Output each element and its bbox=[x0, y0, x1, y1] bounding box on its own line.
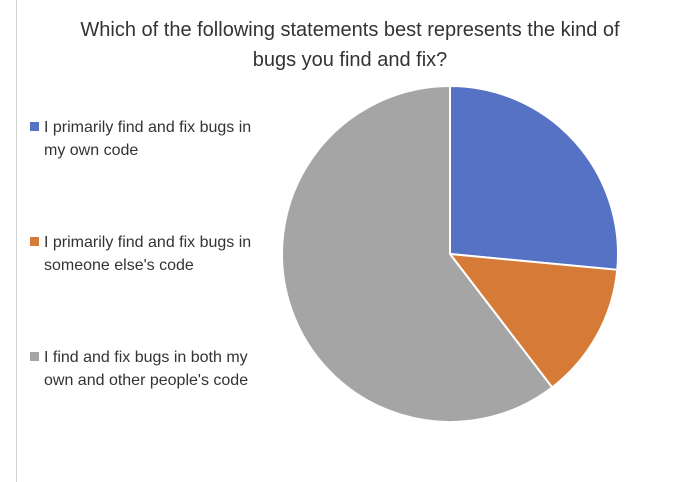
legend-swatch bbox=[30, 237, 39, 246]
pie-slice bbox=[281, 84, 554, 423]
frame-border bbox=[16, 0, 17, 482]
legend-label: I find and fix bugs in both my own and o… bbox=[44, 349, 249, 389]
legend-label: I primarily find and fix bugs in someone… bbox=[44, 234, 252, 274]
pie-slice bbox=[447, 252, 619, 389]
pie-slice bbox=[449, 84, 619, 271]
legend-swatch bbox=[30, 122, 39, 131]
legend-label: I primarily find and fix bugs in my own … bbox=[44, 119, 252, 159]
chart-title: Which of the following statements best r… bbox=[80, 19, 620, 71]
legend-swatch bbox=[30, 352, 39, 361]
